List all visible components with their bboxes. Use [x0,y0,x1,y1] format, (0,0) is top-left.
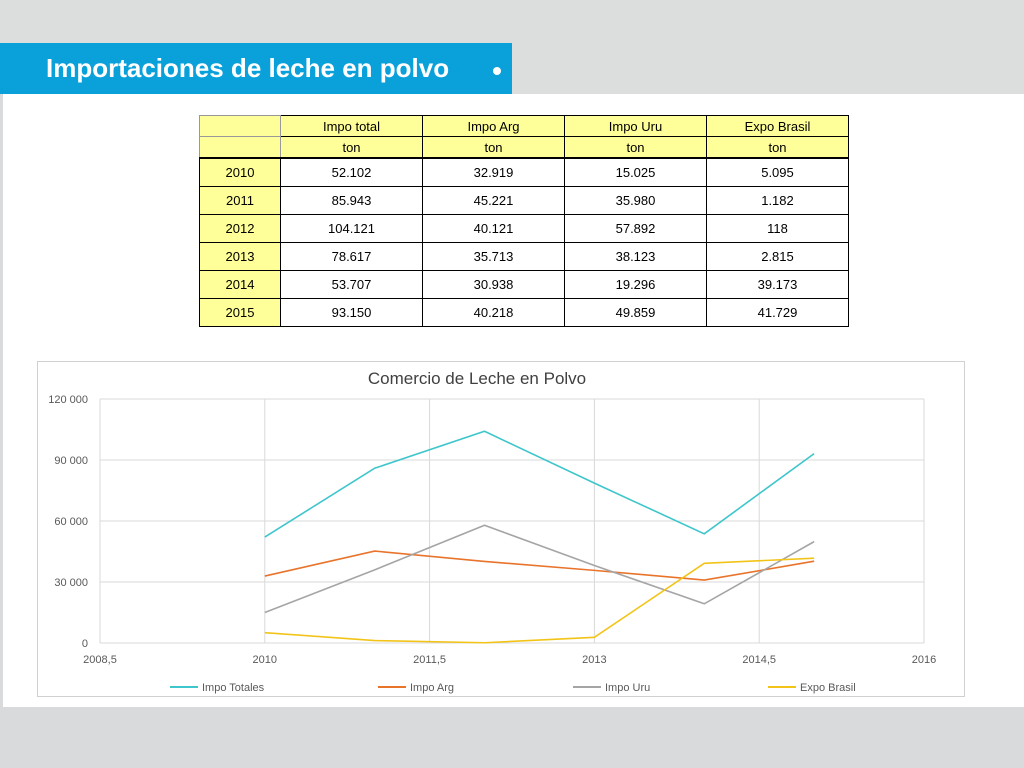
value-cell: 57.892 [564,214,707,243]
x-tick-label: 2010 [253,654,277,666]
y-tick-label: 120 000 [48,394,88,406]
header-cell: Impo Arg [422,115,565,137]
unit-cell: ton [706,136,849,159]
chart-series [264,430,815,644]
header-cell: Impo total [280,115,423,137]
year-cell: 2011 [199,186,281,215]
value-cell: 53.707 [280,270,423,299]
table-row: 2015 93.150 40.218 49.859 41.729 [199,298,849,327]
year-cell: 2010 [199,157,281,187]
value-cell: 38.123 [564,242,707,271]
table-row: 2011 85.943 45.221 35.980 1.182 [199,186,849,215]
value-cell: 35.980 [564,186,707,215]
chart-title: Comercio de Leche en Polvo [368,369,586,388]
chart-legend: Impo Totales Impo Arg Impo Uru Expo Brasil [170,682,856,694]
y-tick-label: 90 000 [54,455,88,467]
legend-label: Expo Brasil [800,682,856,694]
x-tick-label: 2014,5 [742,654,776,666]
header-gray-area [512,43,1024,94]
year-cell: 2015 [199,298,281,327]
value-cell: 40.218 [422,298,565,327]
legend-label: Impo Uru [605,682,650,694]
y-axis-ticks: 0 30 000 60 000 90 000 120 000 [48,394,88,650]
value-cell: 49.859 [564,298,707,327]
year-cell: 2014 [199,270,281,299]
value-cell: 104.121 [280,214,423,243]
table-corner-cell [199,115,281,137]
slide-title: Importaciones de leche en polvo [46,53,450,83]
value-cell: 5.095 [706,157,849,187]
value-cell: 15.025 [564,157,707,187]
title-bar: Importaciones de leche en polvo [0,43,512,94]
x-axis-ticks: 2008,5 2010 2011,5 2013 2014,5 2016 [83,654,936,666]
value-cell: 39.173 [706,270,849,299]
value-cell: 85.943 [280,186,423,215]
series-line [264,557,815,644]
year-cell: 2013 [199,242,281,271]
x-tick-label: 2011,5 [413,654,446,666]
value-cell: 118 [706,214,849,243]
import-table: Impo total Impo Arg Impo Uru Expo Brasil… [199,115,849,327]
series-line [264,430,815,538]
value-cell: 35.713 [422,242,565,271]
value-cell: 93.150 [280,298,423,327]
x-tick-label: 2016 [912,654,936,666]
y-tick-label: 60 000 [54,516,88,528]
year-cell: 2012 [199,214,281,243]
value-cell: 1.182 [706,186,849,215]
value-cell: 19.296 [564,270,707,299]
legend-label: Impo Arg [410,682,454,694]
value-cell: 41.729 [706,298,849,327]
table-unit-row: ton ton ton ton [199,136,849,159]
x-tick-label: 2013 [582,654,606,666]
legend-label: Impo Totales [202,682,265,694]
table-corner-cell [199,136,281,159]
unit-cell: ton [564,136,707,159]
top-strip [0,0,1024,43]
series-line [264,524,815,614]
table-header-row: Impo total Impo Arg Impo Uru Expo Brasil [199,115,849,137]
value-cell: 2.815 [706,242,849,271]
header-cell: Expo Brasil [706,115,849,137]
y-tick-label: 30 000 [54,577,88,589]
value-cell: 32.919 [422,157,565,187]
header-cell: Impo Uru [564,115,707,137]
unit-cell: ton [422,136,565,159]
value-cell: 52.102 [280,157,423,187]
bullet-dot-icon [493,67,501,75]
value-cell: 45.221 [422,186,565,215]
y-tick-label: 0 [82,638,88,650]
chart-container: Comercio de Leche en Polvo 0 30 000 60 000… [37,361,965,697]
value-cell: 78.617 [280,242,423,271]
value-cell: 40.121 [422,214,565,243]
table-row: 2012 104.121 40.121 57.892 118 [199,214,849,243]
table-row: 2014 53.707 30.938 19.296 39.173 [199,270,849,299]
line-chart: Comercio de Leche en Polvo 0 30 000 60 000… [48,369,936,694]
x-tick-label: 2008,5 [83,654,117,666]
table-row: 2013 78.617 35.713 38.123 2.815 [199,242,849,271]
table-row: 2010 52.102 32.919 15.025 5.095 [199,157,849,187]
series-line [264,550,815,581]
unit-cell: ton [280,136,423,159]
bottom-strip [0,707,1024,768]
value-cell: 30.938 [422,270,565,299]
chart-grid [99,398,925,644]
